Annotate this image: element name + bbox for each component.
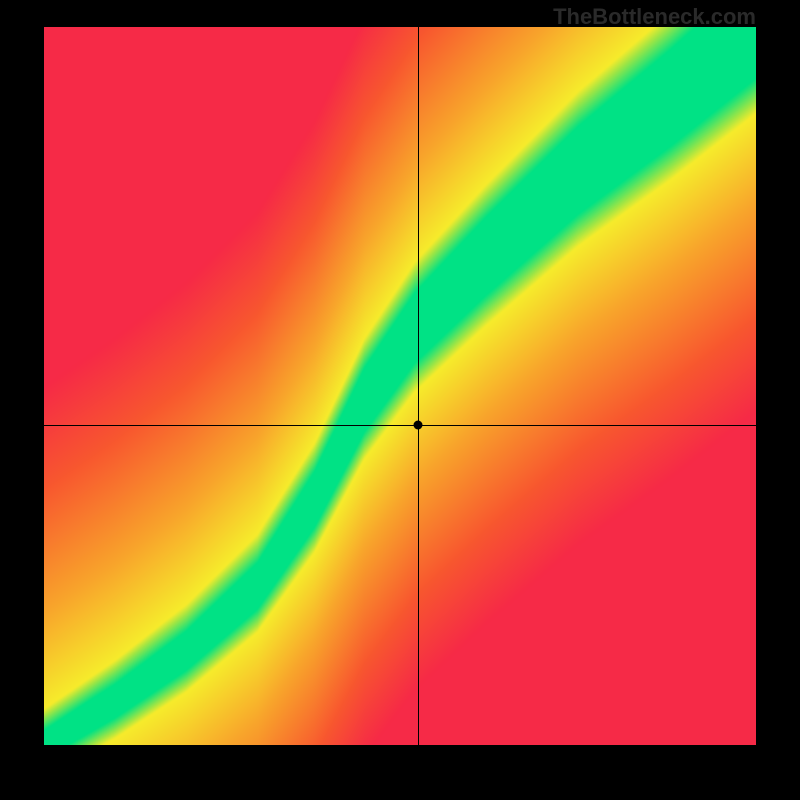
watermark-text: TheBottleneck.com xyxy=(553,4,756,30)
selected-point xyxy=(413,421,422,430)
heatmap-canvas xyxy=(44,27,756,745)
bottleneck-heatmap xyxy=(44,27,756,745)
crosshair-vertical xyxy=(418,27,419,745)
crosshair-horizontal xyxy=(44,425,756,426)
